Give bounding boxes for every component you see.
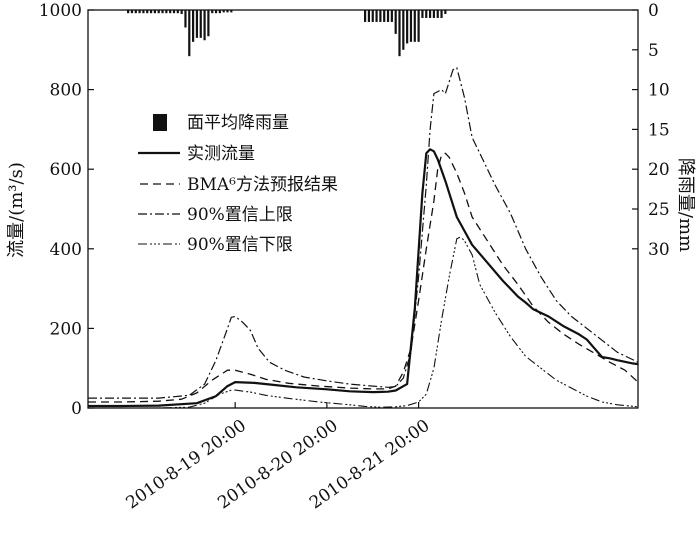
left-tick-label: 0 [71, 399, 82, 419]
legend-label-rain: 面平均降雨量 [187, 113, 289, 133]
left-axis: 0 200 400 600 800 1000 [39, 1, 94, 419]
plot-area [88, 10, 639, 409]
right-tick-label: 15 [648, 120, 670, 140]
legend-label-upper: 90%置信上限 [187, 205, 293, 225]
legend-label-obs: 实测流量 [187, 144, 255, 164]
left-axis-title: 流量/(m³/s) [6, 162, 27, 258]
left-tick-label: 600 [50, 160, 82, 180]
plot-frame [87, 9, 639, 409]
left-tick-label: 200 [50, 319, 82, 339]
legend-label-bma: BMA⁶方法预报结果 [187, 175, 338, 195]
left-tick-label: 1000 [39, 1, 82, 21]
left-tick-label: 800 [50, 81, 82, 101]
series-line-upper [88, 67, 639, 399]
right-tick-label: 30 [648, 240, 670, 260]
right-axis: 0 5 10 15 20 25 30 [632, 1, 670, 260]
right-tick-label: 10 [648, 81, 670, 101]
series-line-lower [88, 236, 639, 409]
legend-swatch-rain [153, 114, 167, 131]
legend: 面平均降雨量 实测流量 BMA⁶方法预报结果 90%置信上限 90%置信下限 [138, 113, 338, 255]
legend-label-lower: 90%置信下限 [187, 235, 293, 255]
series-line-bma [88, 152, 639, 403]
right-tick-label: 0 [648, 1, 659, 21]
right-tick-label: 5 [648, 41, 659, 61]
left-tick-label: 400 [50, 240, 82, 260]
right-tick-label: 20 [648, 160, 670, 180]
right-tick-label: 25 [648, 200, 670, 220]
right-axis-title: 降雨量/mm [675, 158, 696, 252]
series-line-obs [88, 148, 639, 408]
